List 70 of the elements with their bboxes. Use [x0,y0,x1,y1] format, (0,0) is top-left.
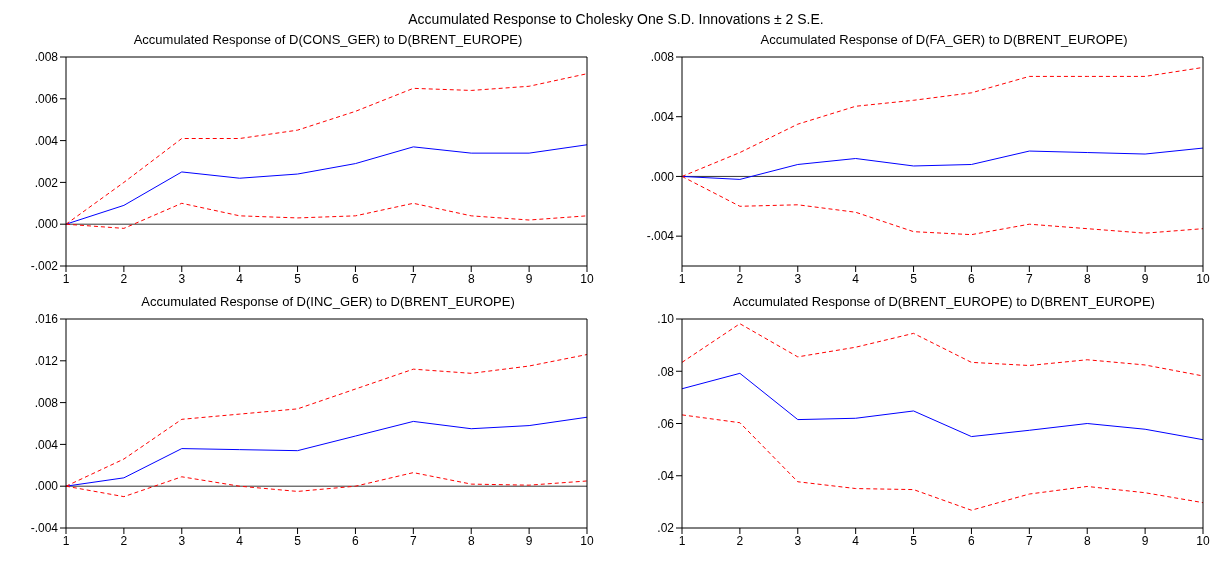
x-tick-label: 5 [910,533,918,548]
y-tick-label: .08 [657,364,675,379]
y-tick-label: .02 [657,521,675,536]
x-tick-label: 10 [580,271,594,286]
x-tick-label: 1 [62,533,70,548]
x-tick-label: 10 [1196,271,1210,286]
x-tick-label: 7 [1025,533,1033,548]
y-tick-label: .006 [34,92,59,107]
chart-title: Accumulated Response of D(BRENT_EUROPE) to D(BRENT_EUROPE) [732,293,1156,311]
x-tick-label: 5 [910,271,918,286]
x-tick-label: 3 [794,271,802,286]
x-tick-label: 7 [1025,271,1033,286]
x-tick-label: 8 [467,533,475,548]
x-tick-label: 9 [1141,271,1149,286]
x-tick-label: 1 [678,533,686,548]
x-tick-label: 7 [409,271,417,286]
chart-title: Accumulated Response of D(CONS_GER) to D(BRENT_EUROPE) [132,31,524,49]
x-tick-label: 1 [678,271,686,286]
x-tick-label: 4 [852,533,860,548]
x-tick-label: 8 [467,271,475,286]
x-tick-label: 2 [736,533,744,548]
text: Accumulated Response to Cholesky One S.D. Innovations ± 2 S.E. [407,10,825,29]
x-tick-label: 6 [352,533,360,548]
chart-title: Accumulated Response of D(INC_GER) to D(BRENT_EUROPE) [140,293,516,311]
x-tick-label: 6 [968,271,976,286]
y-tick-label: .002 [34,175,59,190]
y-tick-label: .004 [34,437,59,452]
y-tick-label: -.004 [30,521,59,536]
x-tick-label: 9 [525,271,533,286]
x-tick-label: 4 [236,533,244,548]
y-tick-label: .008 [650,50,675,65]
y-tick-label: .016 [34,312,59,327]
x-tick-label: 7 [409,533,417,548]
y-tick-label: .000 [34,217,59,232]
x-tick-label: 6 [968,533,976,548]
line-series [65,144,588,225]
y-tick-label: .000 [34,479,59,494]
x-tick-label: 8 [1083,533,1091,548]
x-tick-label: 5 [294,533,302,548]
x-tick-label: 2 [120,533,128,548]
y-tick-label: .06 [657,416,675,431]
y-tick-label: .008 [34,395,59,410]
x-tick-label: 4 [236,271,244,286]
y-tick-label: -.002 [30,259,59,274]
line-series [681,372,1204,441]
x-tick-label: 5 [294,271,302,286]
x-tick-label: 6 [352,271,360,286]
x-tick-label: 8 [1083,271,1091,286]
chart-title: Accumulated Response of D(FA_GER) to D(BRENT_EUROPE) [759,31,1129,49]
x-tick-label: 10 [580,533,594,548]
y-tick-label: .008 [34,50,59,65]
x-tick-label: 9 [1141,533,1149,548]
x-tick-label: 1 [62,271,70,286]
y-tick-label: .04 [657,469,675,484]
y-tick-label: .012 [34,354,59,369]
x-tick-label: 3 [794,533,802,548]
x-tick-label: 4 [852,271,860,286]
y-tick-label: -.004 [646,229,675,244]
line-series [681,147,1204,180]
y-tick-label: .004 [650,109,675,124]
y-tick-label: .10 [657,312,675,327]
y-tick-label: .004 [34,133,59,148]
x-tick-label: 2 [736,271,744,286]
x-tick-label: 10 [1196,533,1210,548]
x-tick-label: 3 [178,271,186,286]
x-tick-label: 2 [120,271,128,286]
y-tick-label: .000 [650,169,675,184]
x-tick-label: 3 [178,533,186,548]
x-tick-label: 9 [525,533,533,548]
line-series [681,323,1204,377]
